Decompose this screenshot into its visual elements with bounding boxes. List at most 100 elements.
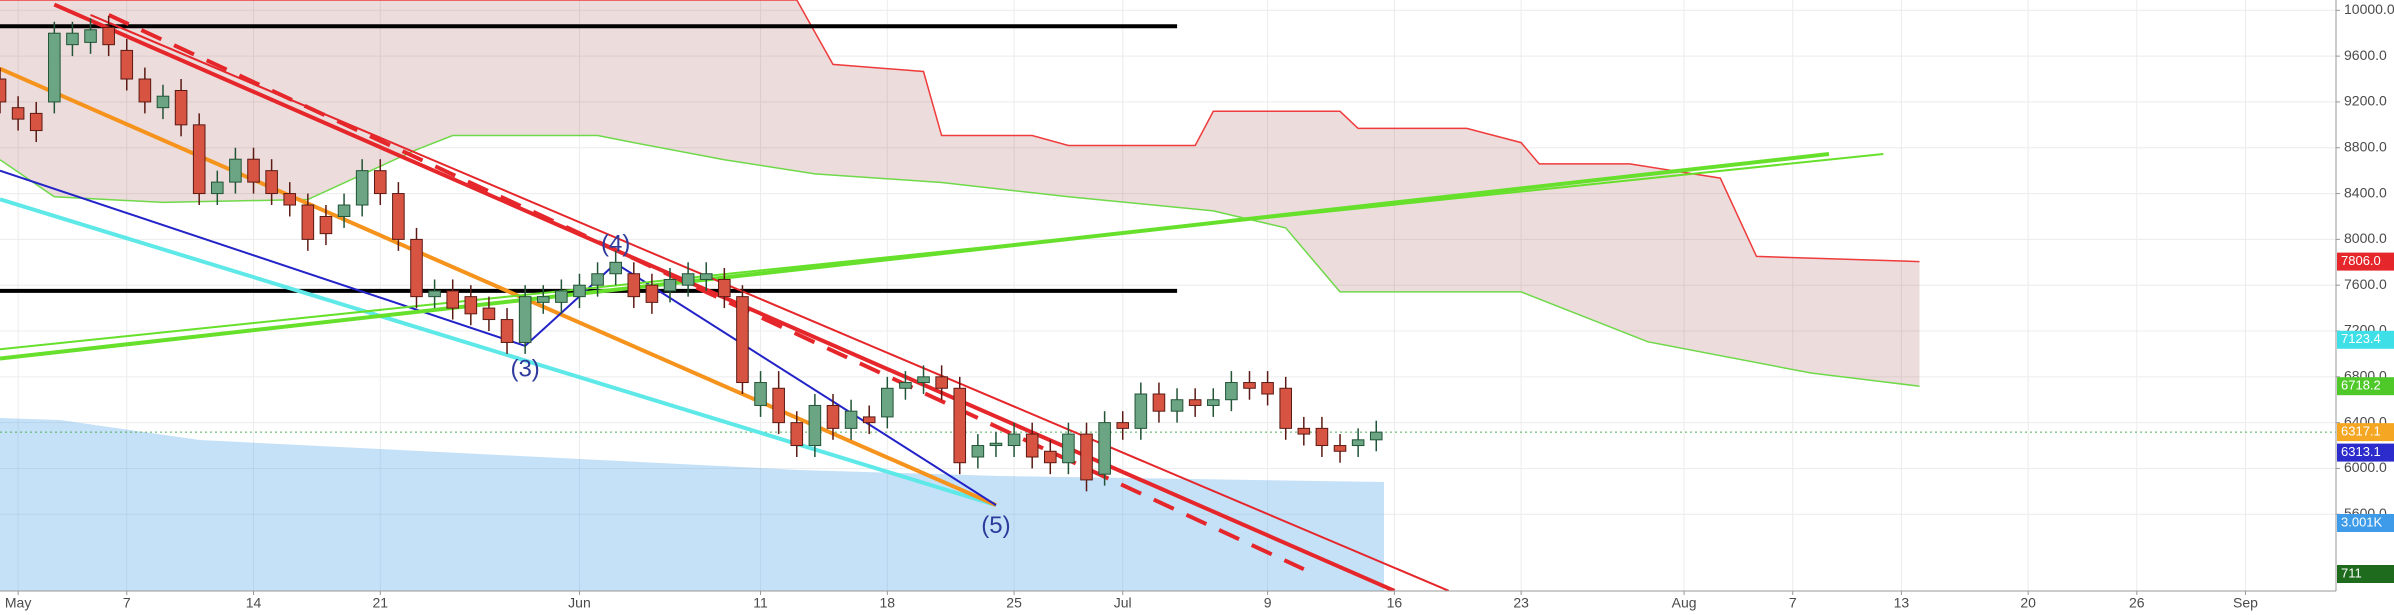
candle-body [736, 296, 749, 384]
trend-line [0, 66, 997, 507]
x-tick-label: 20 [2020, 595, 2036, 611]
price-label: 6317.1 [2341, 424, 2381, 439]
candle-body [283, 193, 297, 206]
x-tick-label: May [5, 595, 31, 611]
candle-body [1025, 433, 1039, 458]
candle-body [192, 124, 206, 195]
price-label: 6313.1 [2341, 444, 2381, 459]
candle-body [138, 78, 152, 103]
candle-body [645, 284, 659, 303]
cloud-line [0, 0, 1920, 263]
time-axis [0, 591, 2336, 615]
candle-body [917, 376, 930, 384]
candle-body [971, 445, 985, 458]
y-tick-label: 9600.0 [2344, 47, 2387, 63]
trend-line [0, 169, 997, 506]
candle-body [1333, 445, 1347, 452]
volume-label-box [2337, 565, 2394, 583]
candle-body [844, 410, 858, 429]
price-label: 6718.2 [2341, 378, 2381, 393]
candle-body [355, 170, 369, 206]
candle-body [1351, 439, 1365, 447]
candle-body [84, 29, 97, 43]
candle-body [11, 107, 25, 120]
candle-body [446, 290, 460, 309]
candle-body [500, 319, 514, 343]
candle-body [1007, 433, 1021, 447]
cloud-fill [0, 0, 1920, 387]
x-tick-label: 18 [880, 595, 896, 611]
candle-body [808, 404, 822, 447]
plot-area: (3) (4) (5) [0, 0, 2336, 591]
candle-body [555, 290, 568, 303]
trend-line [0, 153, 1884, 351]
price-label-box [2337, 252, 2394, 271]
candle-body [482, 307, 496, 321]
candle-body [681, 273, 695, 286]
candle-body [66, 32, 79, 46]
x-tick-label: Aug [1672, 595, 1697, 611]
candle-body [536, 296, 550, 303]
candle-body [1043, 450, 1057, 464]
candle-body [935, 376, 948, 389]
candle-body [591, 273, 604, 286]
candle-body [1080, 433, 1093, 481]
candle-body [410, 238, 423, 298]
candle-body [1225, 382, 1238, 401]
wave-label: (4) [601, 230, 630, 257]
candle-body [48, 32, 61, 103]
candle-body [627, 273, 641, 298]
candle-body [1206, 399, 1220, 406]
candle-body [392, 193, 405, 240]
candle-body [156, 95, 170, 109]
candle-body [1243, 382, 1256, 389]
trend-line [0, 152, 1830, 361]
price-label-box [2337, 330, 2394, 349]
candle-body [0, 78, 7, 103]
volume-label-box [2337, 514, 2394, 532]
candle-body [790, 422, 804, 447]
candle-body [373, 170, 387, 195]
x-tick-label: 7 [1789, 595, 1797, 611]
candle-body [1297, 427, 1311, 435]
axes: 5600.06000.06400.06800.07200.07600.08000… [5, 1, 2394, 611]
candle-body [754, 382, 767, 406]
y-tick-label: 9200.0 [2344, 93, 2387, 109]
candle-body [29, 112, 43, 132]
volume-area [0, 418, 1384, 591]
x-tick-label: Sep [2233, 595, 2258, 611]
y-tick-label: 10000.0 [2344, 1, 2394, 17]
grid [0, 0, 2336, 591]
wave-label: (5) [981, 512, 1010, 539]
candle-body [174, 89, 188, 126]
x-tick-label: 21 [372, 595, 388, 611]
candle-body [120, 49, 134, 80]
candle-body [1062, 433, 1075, 464]
y-tick-label: 8800.0 [2344, 138, 2387, 154]
candle-body [1152, 393, 1166, 412]
x-tick-label: Jun [568, 595, 591, 611]
candle-body [265, 170, 278, 195]
candle-body [102, 26, 115, 46]
x-tick-label: 14 [246, 595, 262, 611]
candle-body [518, 296, 532, 343]
x-tick-label: 13 [1894, 595, 1910, 611]
y-tick-label: 6000.0 [2344, 459, 2387, 475]
candle-body [1315, 427, 1329, 447]
x-tick-label: 16 [1387, 595, 1403, 611]
price-label-box [2337, 423, 2394, 442]
volume-label: 711 [2341, 565, 2362, 580]
candle-body [1261, 382, 1274, 395]
candle-body [989, 442, 1003, 447]
candle-body [953, 387, 967, 464]
price-label-box [2337, 443, 2394, 462]
candle-body [464, 296, 478, 315]
candle-body [301, 204, 315, 240]
candle-body [609, 261, 622, 275]
candle-body [862, 416, 876, 424]
candle-body [1279, 387, 1293, 429]
x-tick-label: 25 [1006, 595, 1022, 611]
candle-body [1188, 399, 1202, 406]
candle-body [881, 387, 894, 418]
